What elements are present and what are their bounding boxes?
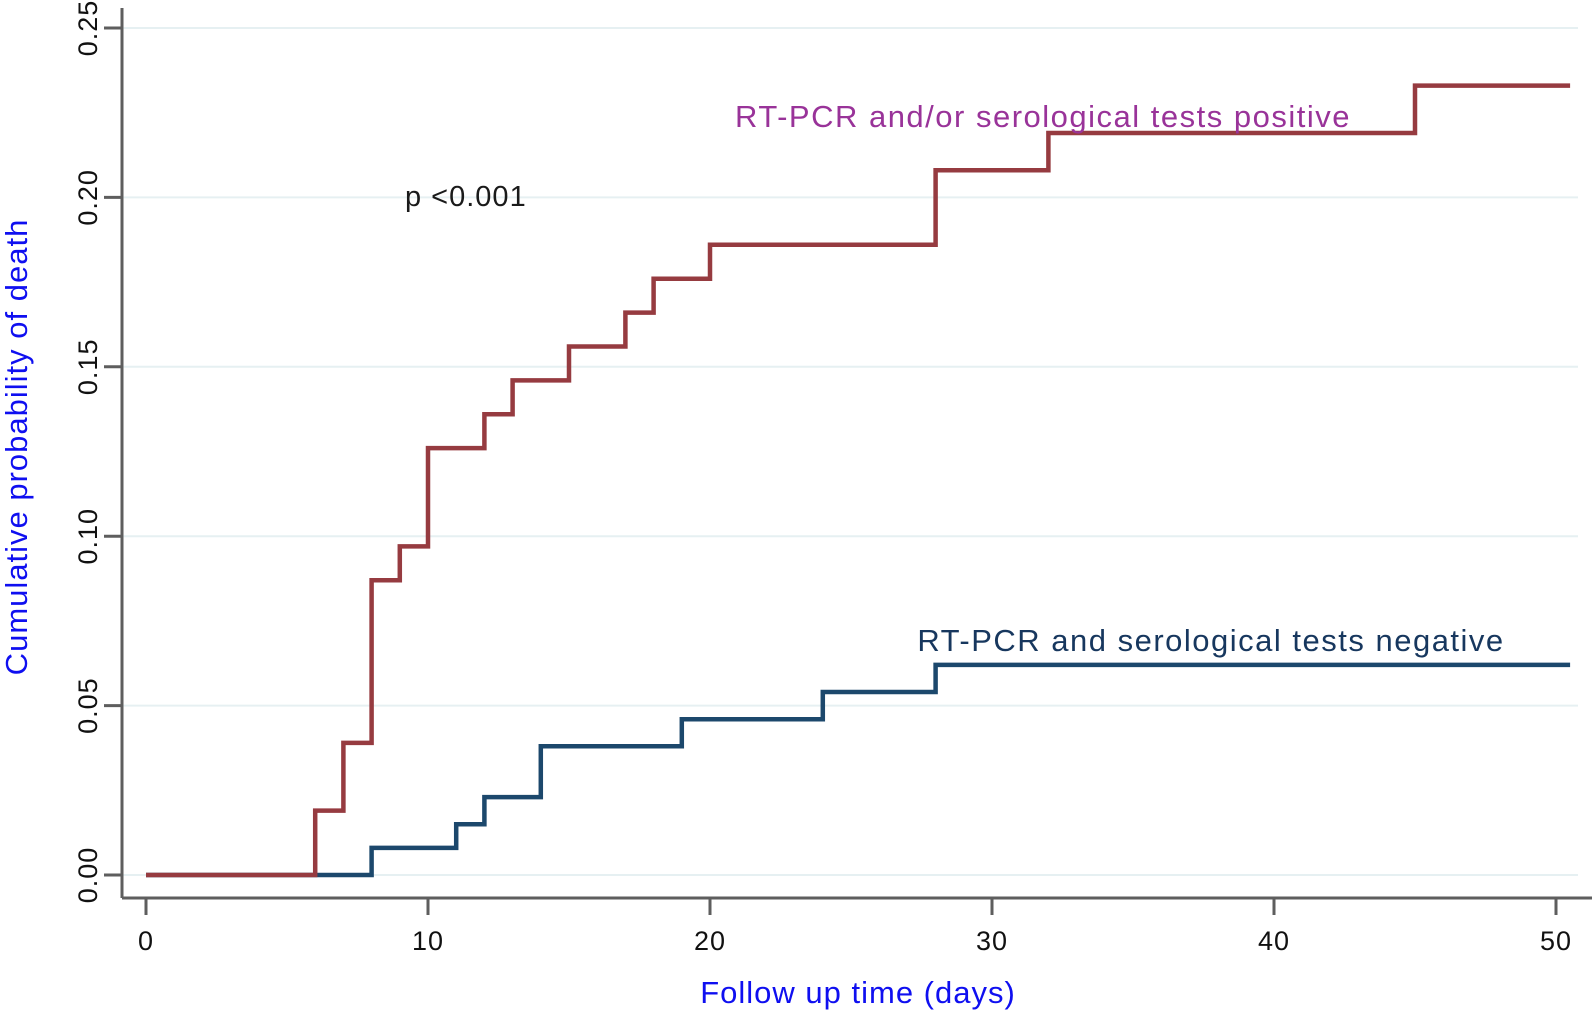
y-tick-label: 0.20 bbox=[73, 169, 103, 226]
x-tick-label: 0 bbox=[138, 926, 154, 956]
x-axis-tick-labels: 0 10 20 30 40 50 bbox=[138, 926, 1572, 956]
x-axis-title: Follow up time (days) bbox=[700, 975, 1016, 1010]
y-tick-label: 0.10 bbox=[73, 508, 103, 565]
x-tick-label: 20 bbox=[694, 926, 726, 956]
x-axis-ticks bbox=[144, 898, 1558, 915]
y-tick-label: 0.25 bbox=[73, 0, 103, 56]
series-label-positive: RT-PCR and/or serological tests positive bbox=[735, 99, 1351, 134]
survival-step-curve bbox=[146, 662, 1571, 878]
x-tick-label: 40 bbox=[1258, 926, 1290, 956]
x-tick-label: 10 bbox=[412, 926, 444, 956]
gridlines bbox=[122, 27, 1578, 876]
y-tick-label: 0.05 bbox=[73, 677, 103, 734]
y-axis-title: Cumulative probability of death bbox=[0, 219, 34, 676]
x-tick-label: 50 bbox=[1540, 926, 1572, 956]
p-value-annotation: p <0.001 bbox=[405, 181, 527, 213]
y-tick-label: 0.15 bbox=[73, 339, 103, 396]
y-tick-label: 0.00 bbox=[73, 847, 103, 904]
survival-step-curve bbox=[146, 83, 1571, 878]
step-curves bbox=[146, 83, 1571, 878]
y-axis-tick-labels: 0.00 0.05 0.10 0.15 0.20 0.25 bbox=[73, 0, 103, 903]
y-axis-ticks bbox=[104, 26, 122, 877]
series-label-negative: RT-PCR and serological tests negative bbox=[917, 623, 1504, 658]
x-tick-label: 30 bbox=[976, 926, 1008, 956]
